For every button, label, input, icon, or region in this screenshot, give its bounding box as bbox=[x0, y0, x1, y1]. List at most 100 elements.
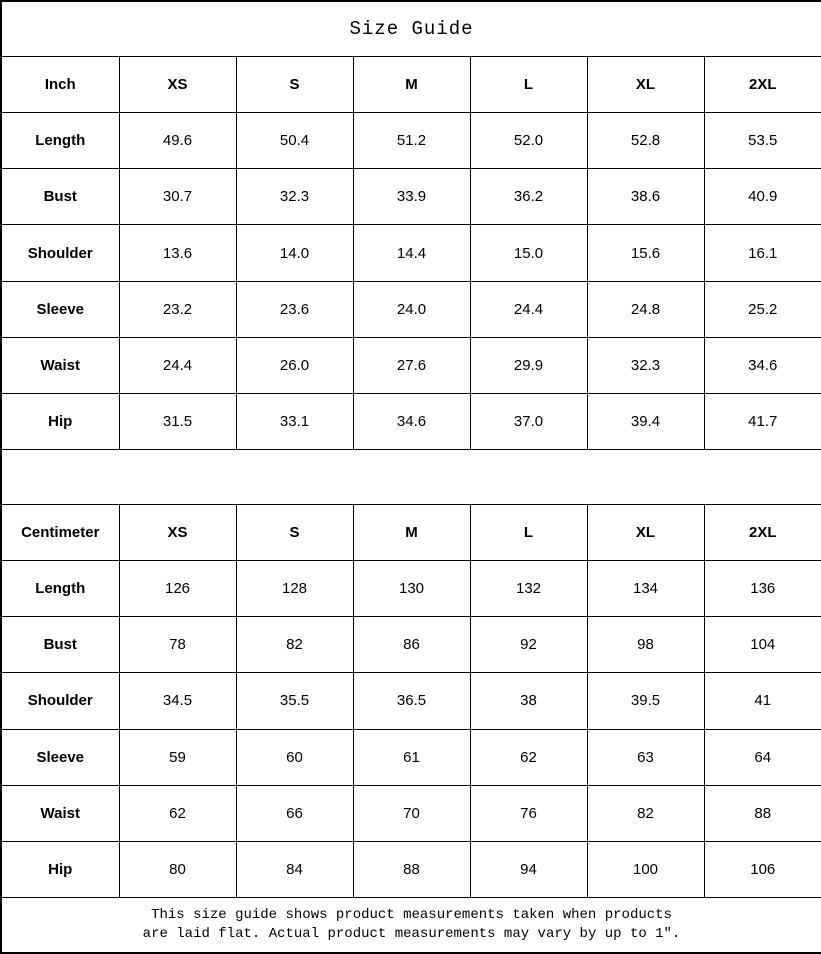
measurement-cell: 32.3 bbox=[235, 168, 354, 226]
measurement-cell: 92 bbox=[469, 616, 588, 674]
measurement-cell: 34.6 bbox=[703, 336, 821, 395]
table-row-cm-length: Length 126 128 130 132 134 136 bbox=[0, 559, 821, 618]
measurement-cell: 26.0 bbox=[235, 336, 354, 395]
size-header-xs: XS bbox=[118, 55, 237, 113]
measurement-cell: 16.1 bbox=[703, 224, 821, 282]
measurement-cell: 27.6 bbox=[352, 336, 471, 395]
measurement-cell: 126 bbox=[118, 559, 237, 618]
measurement-cell: 39.4 bbox=[586, 393, 705, 451]
inch-header-row: Inch XS S M L XL 2XL bbox=[0, 55, 821, 113]
measurement-cell: 41.7 bbox=[703, 393, 821, 451]
measurement-cell: 25.2 bbox=[703, 280, 821, 338]
measurement-cell: 24.4 bbox=[118, 336, 237, 395]
size-header-2xl: 2XL bbox=[703, 503, 821, 561]
measurement-cell: 94 bbox=[469, 840, 588, 899]
measurement-cell: 76 bbox=[469, 784, 588, 842]
table-row-inch-shoulder: Shoulder 13.6 14.0 14.4 15.0 15.6 16.1 bbox=[0, 224, 821, 282]
measurement-cell: 86 bbox=[352, 616, 471, 674]
measurement-cell: 23.6 bbox=[235, 280, 354, 338]
measurement-cell: 38 bbox=[469, 672, 588, 730]
measurement-cell: 106 bbox=[703, 840, 821, 899]
page-title: Size Guide bbox=[0, 0, 821, 57]
measurement-cell: 70 bbox=[352, 784, 471, 842]
size-header-l: L bbox=[469, 503, 588, 561]
measurement-cell: 128 bbox=[235, 559, 354, 618]
measurement-cell: 63 bbox=[586, 728, 705, 786]
measurement-cell: 41 bbox=[703, 672, 821, 730]
measurement-cell: 36.2 bbox=[469, 168, 588, 226]
table-spacer bbox=[0, 449, 821, 505]
measurement-cell: 132 bbox=[469, 559, 588, 618]
table-row-cm-waist: Waist 62 66 70 76 82 88 bbox=[0, 784, 821, 842]
measurement-cell: 104 bbox=[703, 616, 821, 674]
measurement-cell: 78 bbox=[118, 616, 237, 674]
row-label: Shoulder bbox=[0, 224, 120, 282]
measurement-cell: 40.9 bbox=[703, 168, 821, 226]
measurement-cell: 13.6 bbox=[118, 224, 237, 282]
measurement-cell: 23.2 bbox=[118, 280, 237, 338]
cm-unit-label: Centimeter bbox=[0, 503, 120, 561]
inch-unit-label: Inch bbox=[0, 55, 120, 113]
measurement-cell: 24.4 bbox=[469, 280, 588, 338]
table-row-cm-shoulder: Shoulder 34.5 35.5 36.5 38 39.5 41 bbox=[0, 672, 821, 730]
table-row-cm-bust: Bust 78 82 86 92 98 104 bbox=[0, 616, 821, 674]
spacer-row bbox=[0, 449, 821, 505]
measurement-cell: 24.8 bbox=[586, 280, 705, 338]
measurement-cell: 33.1 bbox=[235, 393, 354, 451]
measurement-cell: 14.4 bbox=[352, 224, 471, 282]
measurement-cell: 39.5 bbox=[586, 672, 705, 730]
footer-note-line-2: are laid flat. Actual product measuremen… bbox=[142, 926, 681, 943]
row-label: Sleeve bbox=[0, 280, 120, 338]
measurement-cell: 134 bbox=[586, 559, 705, 618]
measurement-cell: 88 bbox=[703, 784, 821, 842]
measurement-cell: 52.0 bbox=[469, 111, 588, 170]
measurement-cell: 82 bbox=[586, 784, 705, 842]
table-row-inch-length: Length 49.6 50.4 51.2 52.0 52.8 53.5 bbox=[0, 111, 821, 170]
measurement-cell: 34.5 bbox=[118, 672, 237, 730]
measurement-cell: 35.5 bbox=[235, 672, 354, 730]
measurement-cell: 30.7 bbox=[118, 168, 237, 226]
size-header-2xl: 2XL bbox=[703, 55, 821, 113]
size-header-xs: XS bbox=[118, 503, 237, 561]
measurement-cell: 29.9 bbox=[469, 336, 588, 395]
footer-note: This size guide shows product measuremen… bbox=[0, 897, 821, 954]
measurement-cell: 14.0 bbox=[235, 224, 354, 282]
measurement-cell: 98 bbox=[586, 616, 705, 674]
measurement-cell: 31.5 bbox=[118, 393, 237, 451]
row-label: Hip bbox=[0, 840, 120, 899]
measurement-cell: 64 bbox=[703, 728, 821, 786]
measurement-cell: 130 bbox=[352, 559, 471, 618]
size-header-s: S bbox=[235, 503, 354, 561]
table-row-inch-sleeve: Sleeve 23.2 23.6 24.0 24.4 24.8 25.2 bbox=[0, 280, 821, 338]
size-header-m: M bbox=[352, 55, 471, 113]
measurement-cell: 15.6 bbox=[586, 224, 705, 282]
measurement-cell: 62 bbox=[469, 728, 588, 786]
measurement-cell: 66 bbox=[235, 784, 354, 842]
row-label: Hip bbox=[0, 393, 120, 451]
row-label: Shoulder bbox=[0, 672, 120, 730]
measurement-cell: 59 bbox=[118, 728, 237, 786]
measurement-cell: 52.8 bbox=[586, 111, 705, 170]
row-label: Sleeve bbox=[0, 728, 120, 786]
measurement-cell: 88 bbox=[352, 840, 471, 899]
measurement-cell: 80 bbox=[118, 840, 237, 899]
measurement-cell: 33.9 bbox=[352, 168, 471, 226]
measurement-cell: 50.4 bbox=[235, 111, 354, 170]
measurement-cell: 51.2 bbox=[352, 111, 471, 170]
measurement-cell: 100 bbox=[586, 840, 705, 899]
table-row-inch-waist: Waist 24.4 26.0 27.6 29.9 32.3 34.6 bbox=[0, 336, 821, 395]
size-header-xl: XL bbox=[586, 55, 705, 113]
measurement-cell: 136 bbox=[703, 559, 821, 618]
measurement-cell: 24.0 bbox=[352, 280, 471, 338]
title-row: Size Guide bbox=[0, 0, 821, 57]
table-row-cm-sleeve: Sleeve 59 60 61 62 63 64 bbox=[0, 728, 821, 786]
measurement-cell: 62 bbox=[118, 784, 237, 842]
measurement-cell: 61 bbox=[352, 728, 471, 786]
footer-note-line-1: This size guide shows product measuremen… bbox=[151, 907, 672, 924]
footer-row: This size guide shows product measuremen… bbox=[0, 897, 821, 954]
measurement-cell: 53.5 bbox=[703, 111, 821, 170]
size-header-m: M bbox=[352, 503, 471, 561]
measurement-cell: 15.0 bbox=[469, 224, 588, 282]
